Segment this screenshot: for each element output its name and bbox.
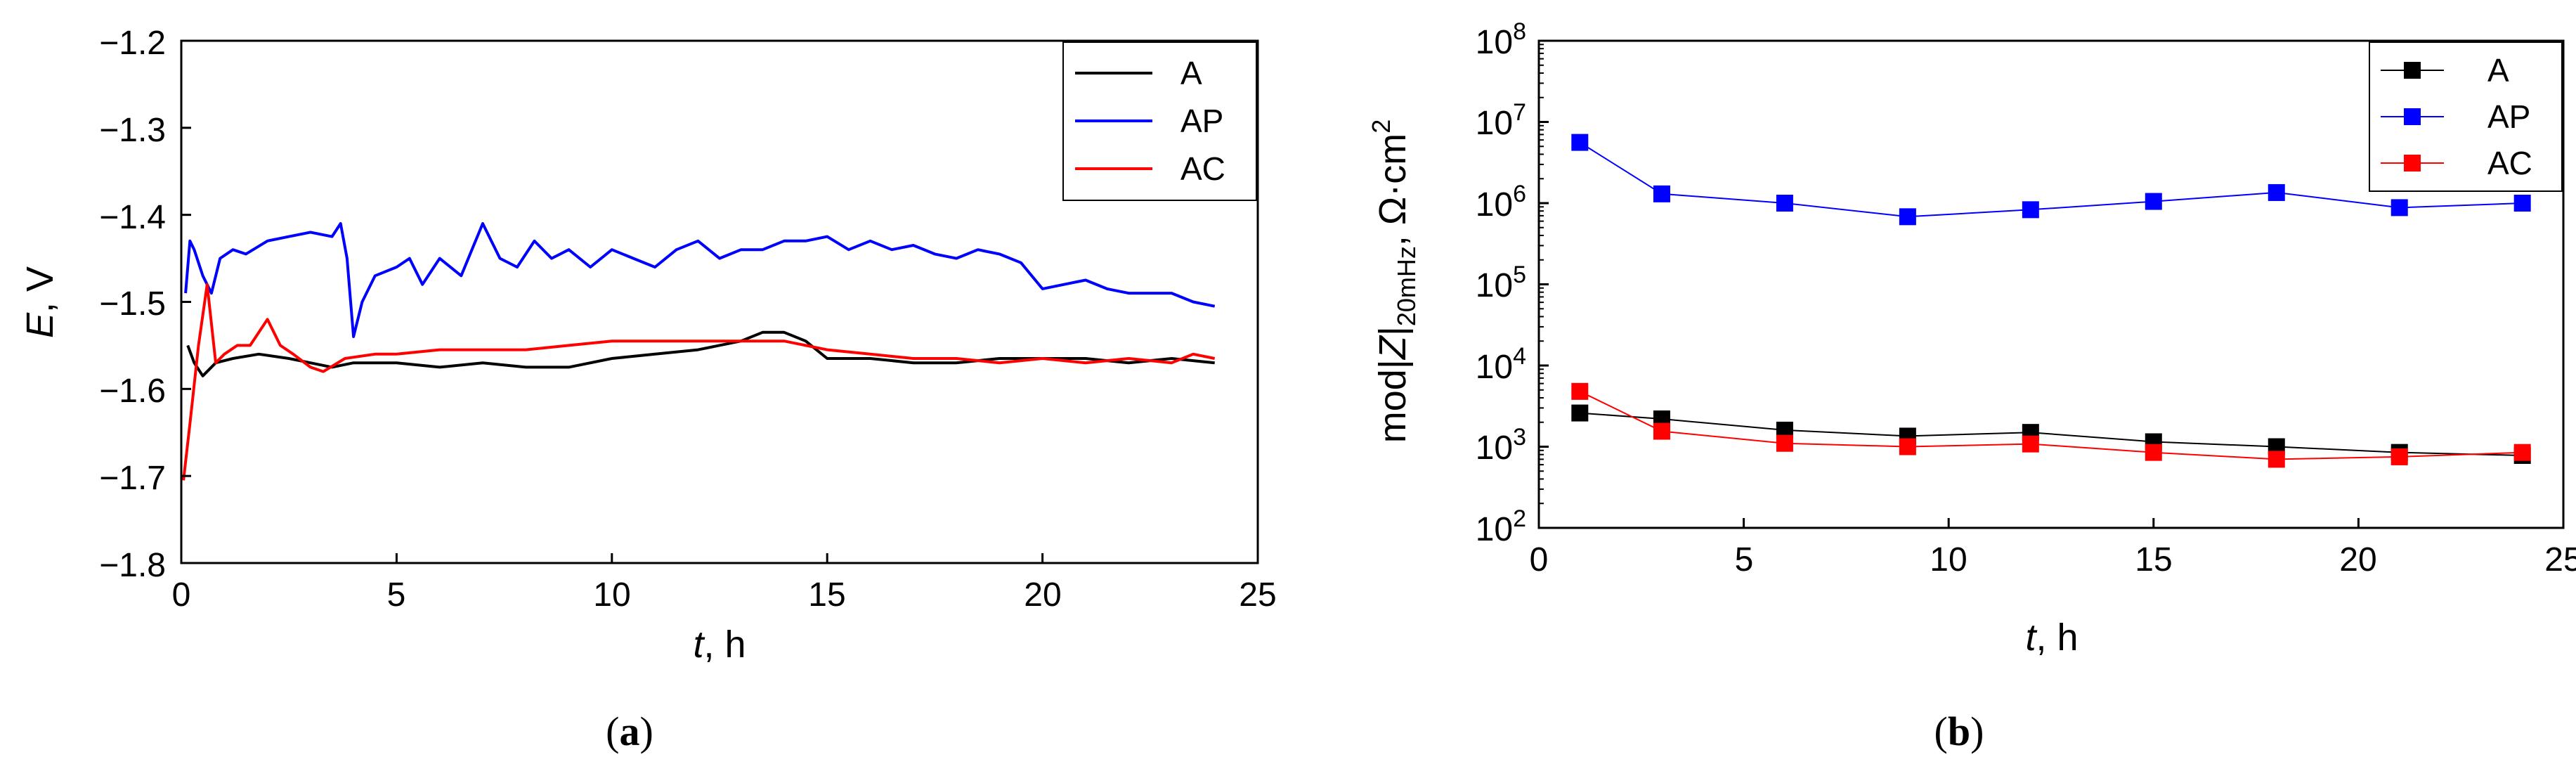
panel-a-xtick-label: 5: [387, 576, 406, 614]
panel-a-ytick-label: −1.2: [99, 25, 166, 62]
panel-b-series-group: [1571, 134, 2531, 468]
panel-a-ytick-label: −1.8: [99, 547, 166, 584]
panel-b-ytick-label: 107: [1476, 99, 1526, 142]
panel-a-xtick-label: 20: [1024, 576, 1061, 614]
panel-b-series-ap-marker: [1653, 185, 1670, 202]
panel-a-ytick-label: −1.3: [99, 112, 166, 149]
panel-b-series-ap-marker: [2390, 199, 2408, 216]
panel-b-series-ap-marker: [1571, 134, 1589, 151]
panel-a-legend-label-ac: AC: [1180, 150, 1225, 187]
panel-a-ytick-label: −1.6: [99, 373, 166, 410]
panel-b-x-axis-label: t, h: [2025, 616, 2078, 659]
panel-b-legend-label-ac: AC: [2487, 145, 2532, 181]
panel-b-series-ap-marker: [2513, 195, 2531, 212]
panel-a-caption: (a): [606, 709, 653, 754]
panel-b-series-ac-marker: [2513, 444, 2531, 461]
panel-b-series-ac-marker: [2022, 435, 2039, 453]
panel-b-caption: (b): [1934, 709, 1984, 754]
panel-a-series-a-line: [186, 330, 1215, 377]
panel-a-ytick-label: −1.5: [99, 285, 166, 323]
panel-a-series-ap-line: [184, 222, 1216, 338]
panel-b-ytick-label: 104: [1476, 343, 1526, 386]
panel-a-line-chart: −1.2 −1.3 −1.4 −1.5 −1.6 −1.7 −1.8 0 5 1…: [19, 25, 1277, 754]
panel-b-ytick-label: 106: [1476, 181, 1526, 224]
panel-b-xtick-label: 15: [2135, 541, 2172, 578]
panel-b-series-ap-marker: [2268, 183, 2285, 201]
panel-b-series-a-marker: [1571, 404, 1589, 422]
panel-b-series-ac-marker: [1571, 382, 1589, 400]
panel-a-xtick-label: 10: [593, 576, 630, 614]
panel-b-series-ac-marker: [1776, 434, 1793, 452]
panel-b-y-axis-label: mod|Z|20mHz, Ω·cm2: [1367, 119, 1421, 444]
panel-b-ytick-label: 103: [1476, 424, 1526, 467]
panel-a-legend-label-ap: AP: [1180, 103, 1223, 139]
panel-a-y-axis-label: E, V: [19, 266, 61, 338]
panel-b-xtick-label: 10: [1930, 541, 1967, 578]
panel-b-legend: A AP AC: [2369, 41, 2563, 192]
panel-a-xtick-label: 25: [1239, 576, 1276, 614]
panel-a-x-axis-label: t, h: [693, 623, 746, 666]
panel-b-series-ap-marker: [1899, 208, 1916, 226]
panel-b-xtick-label: 5: [1735, 541, 1754, 578]
panel-b-xtick-label: 0: [1530, 541, 1549, 578]
panel-a-series-group: [182, 222, 1216, 481]
panel-a-legend: A AP AC: [1062, 41, 1257, 201]
panel-a-xtick-label: 0: [172, 576, 191, 614]
panel-b-ytick-label: 108: [1476, 18, 1526, 61]
panel-a-xtick-label: 15: [808, 576, 845, 614]
panel-b-xtick-label: 25: [2544, 541, 2576, 578]
panel-b-series-ap-marker: [2145, 193, 2162, 210]
panel-b-legend-label-a: A: [2487, 52, 2509, 89]
panel-a-ytick-label: −1.7: [99, 460, 166, 497]
panel-b-series-ac-marker: [2268, 451, 2285, 468]
panel-b-tick-marks: [1537, 39, 2565, 529]
panel-b-series-ac-marker: [1899, 438, 1916, 455]
panel-b-legend-marker-ap: [2404, 108, 2421, 125]
panel-a-legend-label-a: A: [1180, 55, 1202, 91]
panel-b-ytick-label: 102: [1476, 505, 1526, 548]
panel-a-series-ac-line: [182, 283, 1216, 481]
panel-b-series-ap-marker: [2022, 201, 2039, 219]
panel-b-series-ac-marker: [2390, 448, 2408, 465]
panel-b-legend-marker-ac: [2404, 155, 2421, 172]
panel-b-legend-marker-a: [2404, 62, 2421, 79]
panel-b-xtick-label: 20: [2339, 541, 2376, 578]
panel-b-series-ac-marker: [2145, 444, 2162, 461]
panel-a-ytick-label: −1.4: [99, 199, 166, 236]
panel-b-ytick-label: 105: [1476, 261, 1526, 304]
panel-b-series-a-line: [1580, 412, 2523, 456]
panel-a-tick-marks: [180, 39, 1259, 564]
panel-b-series-ap-marker: [1776, 195, 1793, 212]
panel-b-series-ac-line: [1579, 390, 2523, 460]
panel-b-line-chart: 108 107 106 105 104 103 102 0 5 10 15 20…: [1367, 18, 2576, 754]
panel-b-legend-label-ap: AP: [2487, 98, 2530, 135]
panel-b-series-ac-marker: [1653, 422, 1670, 440]
